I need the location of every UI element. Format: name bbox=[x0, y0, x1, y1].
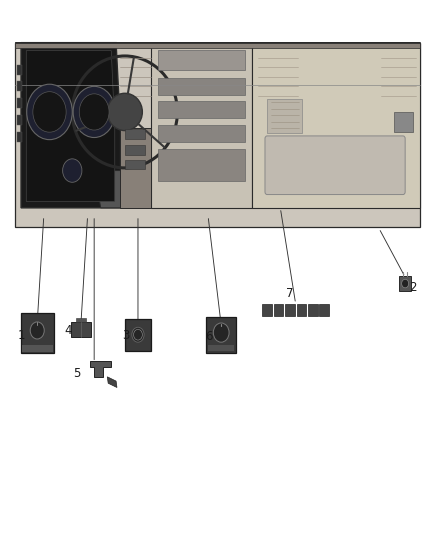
Circle shape bbox=[63, 159, 82, 182]
Bar bbox=[17, 132, 22, 142]
Bar bbox=[274, 304, 283, 316]
Bar bbox=[125, 129, 145, 139]
Bar bbox=[17, 81, 22, 91]
Bar bbox=[158, 78, 245, 95]
Bar bbox=[206, 317, 236, 353]
Polygon shape bbox=[94, 171, 149, 208]
Circle shape bbox=[33, 92, 66, 132]
Polygon shape bbox=[21, 43, 120, 208]
Bar bbox=[158, 149, 245, 181]
Bar bbox=[297, 304, 306, 316]
FancyBboxPatch shape bbox=[265, 136, 405, 195]
Bar bbox=[125, 160, 145, 169]
Circle shape bbox=[79, 94, 109, 130]
Bar bbox=[22, 345, 53, 352]
Bar bbox=[285, 304, 295, 316]
Bar bbox=[158, 125, 245, 142]
Circle shape bbox=[132, 327, 144, 342]
Text: 7: 7 bbox=[286, 287, 294, 300]
Bar bbox=[208, 345, 234, 351]
Bar bbox=[319, 304, 329, 316]
Text: 2: 2 bbox=[409, 281, 417, 294]
Bar bbox=[158, 101, 245, 118]
Bar bbox=[17, 115, 22, 125]
Bar bbox=[394, 112, 413, 132]
Bar bbox=[267, 99, 302, 133]
Bar bbox=[158, 50, 245, 70]
Text: 5: 5 bbox=[73, 367, 80, 379]
Bar bbox=[71, 322, 91, 337]
Polygon shape bbox=[252, 43, 420, 208]
Text: 1: 1 bbox=[17, 329, 25, 342]
Bar bbox=[76, 318, 86, 322]
Polygon shape bbox=[90, 361, 111, 377]
Text: 4: 4 bbox=[64, 324, 72, 337]
Polygon shape bbox=[15, 43, 420, 227]
Bar bbox=[308, 304, 318, 316]
Bar bbox=[125, 145, 145, 155]
Bar bbox=[399, 276, 411, 291]
Text: 3: 3 bbox=[123, 329, 130, 342]
Circle shape bbox=[213, 323, 229, 342]
Bar bbox=[17, 65, 22, 75]
Bar bbox=[21, 313, 54, 353]
Circle shape bbox=[73, 86, 115, 138]
Text: 6: 6 bbox=[205, 330, 213, 343]
Polygon shape bbox=[15, 43, 420, 85]
Polygon shape bbox=[120, 128, 151, 208]
Circle shape bbox=[30, 322, 44, 339]
Bar bbox=[262, 304, 272, 316]
Bar bbox=[15, 43, 420, 48]
Polygon shape bbox=[151, 43, 252, 208]
Bar bbox=[17, 98, 22, 108]
Polygon shape bbox=[107, 377, 117, 387]
Circle shape bbox=[402, 279, 409, 288]
Circle shape bbox=[27, 84, 72, 140]
Bar bbox=[125, 319, 151, 351]
Polygon shape bbox=[26, 51, 115, 201]
Ellipse shape bbox=[107, 93, 142, 131]
